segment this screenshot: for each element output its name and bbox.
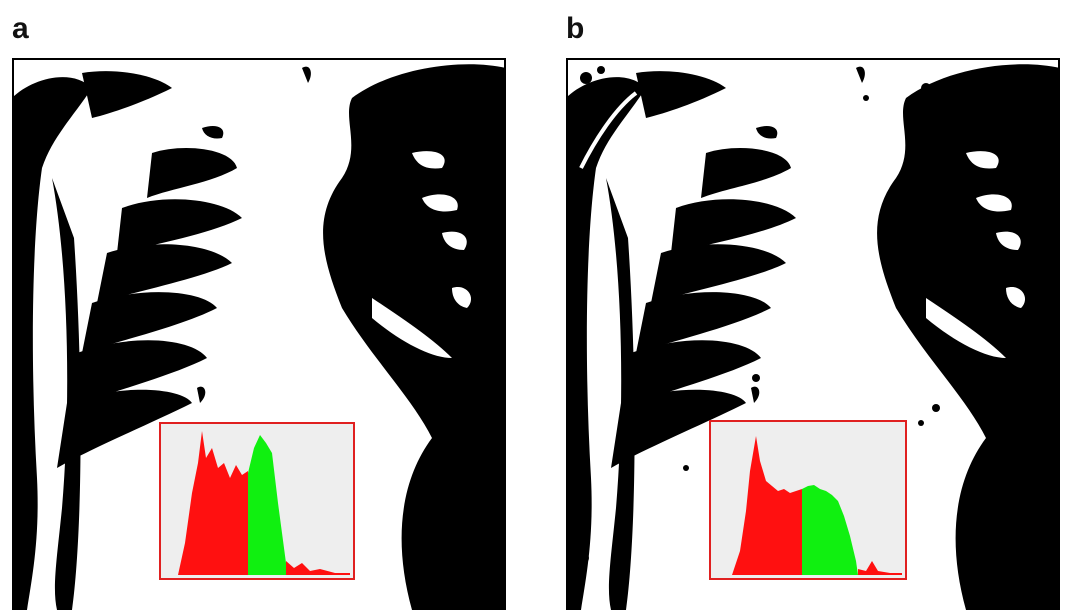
panel-label: a xyxy=(12,12,29,45)
panel-image xyxy=(12,58,506,610)
histogram-inset xyxy=(159,422,355,580)
panel-image xyxy=(566,58,1060,610)
panel-label: b xyxy=(566,12,584,45)
histogram-inset xyxy=(709,420,907,580)
